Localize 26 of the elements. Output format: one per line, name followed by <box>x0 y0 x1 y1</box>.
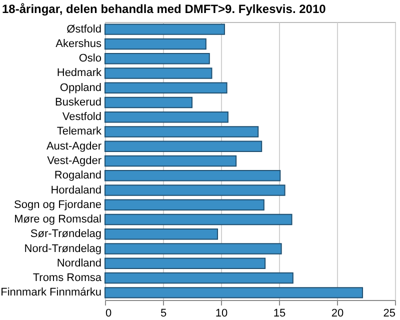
chart-title: 18-åringar, delen behandla med DMFT>9. Fylkesvis. 2010 <box>2 2 326 16</box>
y-tick-label: Akershus <box>56 38 102 50</box>
y-tick-label: Møre og Romsdal <box>14 214 102 226</box>
y-tick-label: Hedmark <box>56 67 102 80</box>
y-tick-label: Nordland <box>56 257 102 270</box>
y-tick-label: Troms Romsa <box>32 272 102 284</box>
y-tick-label: Hordaland <box>50 184 102 196</box>
y-tick-label: Vestfold <box>62 111 102 124</box>
y-tick-label: Aust-Agder <box>46 140 102 152</box>
y-tick-label: Oslo <box>78 52 102 65</box>
y-tick-label: Finnmark Finnmárku <box>0 286 102 299</box>
y-tick-label: Nord-Trøndelag <box>24 242 102 255</box>
x-tick-label: 0 <box>106 308 112 320</box>
y-tick-label: Vest-Agder <box>47 155 102 167</box>
x-tick-label: 10 <box>215 308 228 320</box>
y-tick-label: Sogn og Fjordane <box>14 198 102 211</box>
y-tick-label: Østfold <box>66 23 102 36</box>
x-tick-label: 5 <box>160 308 167 320</box>
y-tick-label: Oppland <box>60 82 102 94</box>
x-tick-label: 20 <box>331 308 344 320</box>
y-tick-label: Sør-Trøndelag <box>30 228 102 240</box>
y-tick-label: Rogaland <box>54 170 102 182</box>
x-tick-label: 25 <box>383 308 396 320</box>
y-tick-label: Buskerud <box>55 96 102 108</box>
y-tick-label: Telemark <box>56 126 102 138</box>
x-tick-label: 15 <box>273 308 286 320</box>
